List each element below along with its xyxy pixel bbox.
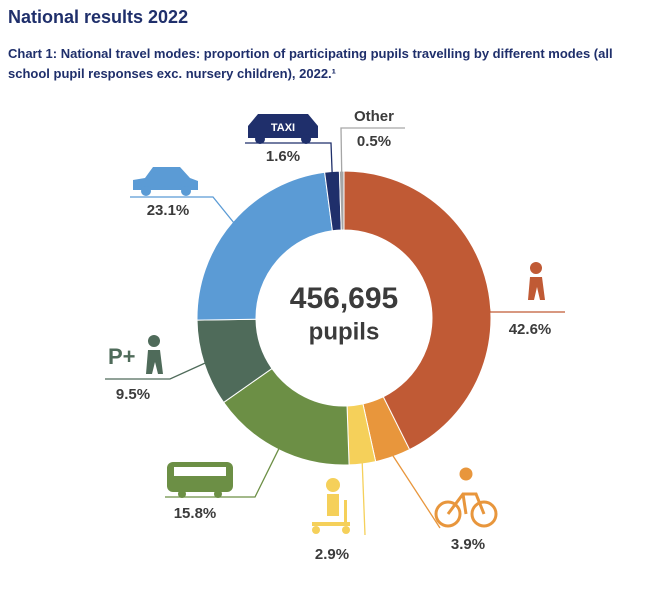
value-label: 2.9% bbox=[315, 546, 349, 563]
park-sign: P+ bbox=[108, 344, 136, 369]
center-sublabel: pupils bbox=[309, 318, 380, 345]
leader-line bbox=[245, 142, 333, 174]
leader-line bbox=[484, 284, 565, 313]
walk-icon bbox=[528, 262, 545, 300]
category-label: Other bbox=[354, 108, 394, 125]
leader-line bbox=[340, 127, 405, 174]
taxi-sign: TAXI bbox=[271, 122, 295, 134]
slice bbox=[343, 170, 492, 451]
value-label: 1.6% bbox=[266, 148, 300, 165]
center-label: 456,695 bbox=[290, 282, 398, 315]
leader-line bbox=[165, 447, 280, 498]
subtitle-box: Chart 1: National travel modes: proporti… bbox=[8, 46, 613, 81]
value-label: 9.5% bbox=[116, 386, 150, 403]
value-label: 15.8% bbox=[174, 505, 217, 522]
taxi-icon bbox=[248, 114, 318, 144]
value-label: 23.1% bbox=[147, 202, 190, 219]
value-label: 3.9% bbox=[451, 536, 485, 553]
chart-subtitle: Chart 1: National travel modes: proporti… bbox=[8, 46, 613, 81]
cycle-icon bbox=[434, 467, 498, 528]
chart-title: National results 2022 bbox=[8, 7, 188, 27]
bus-icon bbox=[167, 462, 233, 498]
car-icon bbox=[133, 167, 198, 196]
leader-line bbox=[105, 362, 207, 380]
scooter-icon bbox=[312, 478, 350, 534]
value-label: 0.5% bbox=[357, 133, 391, 150]
leader-line bbox=[391, 454, 441, 529]
slice bbox=[196, 171, 333, 321]
leader-line bbox=[361, 461, 366, 536]
leader-line bbox=[130, 196, 235, 224]
park-stride-icon bbox=[146, 335, 163, 374]
slice bbox=[338, 170, 345, 231]
value-label: 42.6% bbox=[509, 321, 552, 338]
